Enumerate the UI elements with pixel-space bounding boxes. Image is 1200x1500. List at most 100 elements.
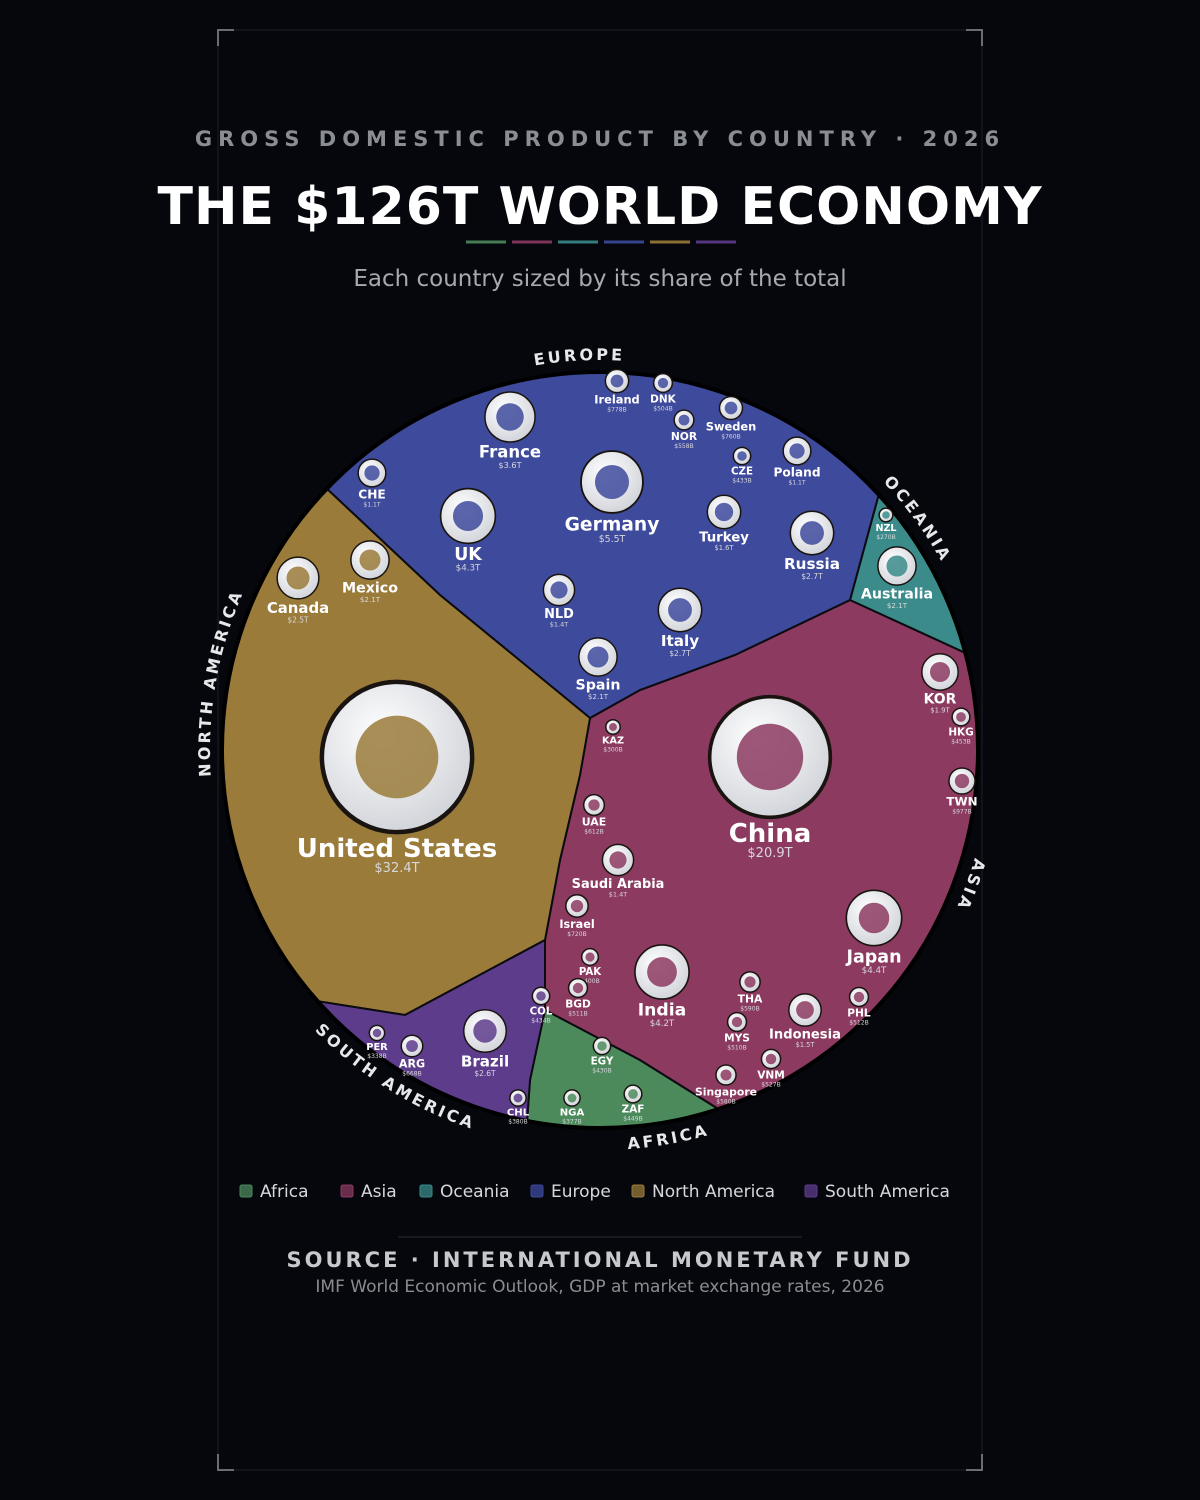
country-disc-core — [796, 1001, 814, 1019]
country-disc-core — [286, 566, 310, 590]
country-disc-core — [678, 414, 690, 426]
country-disc-core — [609, 851, 627, 869]
country-disc-core — [720, 1069, 732, 1081]
country-disc-core — [473, 1019, 497, 1043]
country-name: Spain — [576, 678, 621, 694]
country-value: $377B — [562, 1119, 581, 1126]
country-disc-core — [737, 451, 747, 461]
countries: EGY$430B ZAF$449B NGA$377B China$20.9T Japan… — [267, 368, 978, 1126]
country-value: $2.1T — [360, 595, 381, 604]
country-disc-core — [567, 1093, 577, 1103]
country-value: $2.5T — [287, 615, 309, 624]
country-disc-core — [587, 646, 609, 668]
legend-label: Oceania — [440, 1182, 510, 1202]
country-value: $32.4T — [374, 861, 419, 876]
country-disc-core — [853, 991, 865, 1003]
legend-swatch — [631, 1184, 645, 1198]
country-value: $2.7T — [669, 649, 691, 658]
country-name: CHL — [507, 1108, 530, 1119]
country-disc-core — [585, 952, 595, 962]
country-name: India — [638, 1000, 686, 1020]
country-name: EGY — [591, 1055, 614, 1067]
country-name: Brazil — [461, 1053, 509, 1071]
legend-label: Asia — [361, 1182, 397, 1202]
country-disc-core — [572, 982, 584, 994]
country-disc-core — [628, 1089, 638, 1099]
country-name: NOR — [671, 430, 698, 443]
country-name: France — [479, 443, 541, 462]
country-value: $453B — [951, 739, 970, 746]
region-label: EUROPE — [532, 345, 625, 369]
country-value: $778B — [607, 406, 626, 413]
country-value: $558B — [674, 443, 693, 450]
region-label-path: EUROPE — [532, 345, 622, 369]
country-name: Sweden — [706, 419, 756, 433]
country-name: ARG — [399, 1057, 425, 1070]
country-disc-core — [731, 1016, 743, 1028]
country-name: VNM — [757, 1070, 785, 1082]
country-disc-core — [724, 401, 738, 415]
country-name: NZL — [875, 523, 896, 534]
kicker: GROSS DOMESTIC PRODUCT BY COUNTRY · 2026 — [195, 127, 1005, 151]
country-name: Israel — [559, 918, 594, 931]
country-name: United States — [297, 834, 498, 864]
country-disc-core — [609, 723, 617, 731]
country-name: Saudi Arabia — [572, 877, 665, 892]
country-value: $720B — [567, 931, 586, 938]
country-name: Poland — [773, 465, 820, 479]
country-value: $668B — [402, 1070, 421, 1077]
country-disc-core — [954, 773, 970, 789]
country-value: $300B — [603, 746, 622, 753]
legend-label: Europe — [551, 1182, 611, 1202]
country-value: $977B — [952, 808, 971, 815]
country-name: CHE — [358, 487, 385, 501]
country-disc-core — [765, 1053, 777, 1065]
country-name: UAE — [582, 816, 606, 829]
country-name: Russia — [784, 555, 840, 573]
country-value: $338B — [367, 1053, 386, 1060]
source-note: IMF World Economic Outlook, GDP at marke… — [315, 1277, 884, 1297]
country-name: Singapore — [695, 1085, 757, 1098]
country-name: ZAF — [622, 1104, 645, 1116]
country-disc-core — [956, 712, 966, 722]
country-value: $1.1T — [363, 502, 381, 509]
country-name: NLD — [544, 607, 574, 622]
country-name: HKG — [948, 727, 973, 739]
country-value: $580B — [716, 1098, 735, 1105]
legend-swatch — [530, 1184, 544, 1198]
country-name: DNK — [650, 393, 677, 405]
country-disc-core — [744, 976, 756, 988]
legend-swatch — [239, 1184, 253, 1198]
country-value: $512B — [849, 1019, 868, 1026]
country-name: PHL — [847, 1007, 871, 1019]
country-name: COL — [530, 1005, 553, 1017]
country-name: MYS — [724, 1032, 750, 1044]
country-disc-core — [610, 374, 624, 388]
legend-swatch — [340, 1184, 354, 1198]
country-value: $4.3T — [456, 564, 481, 574]
country-name: China — [729, 819, 812, 849]
country-disc-core — [588, 799, 600, 811]
country-value: $434B — [531, 1017, 550, 1024]
country-disc-core — [570, 899, 584, 913]
country-value: $430B — [592, 1067, 611, 1074]
country-name: KAZ — [602, 735, 624, 746]
country-disc-core — [406, 1040, 418, 1052]
country-value: $590B — [740, 1005, 759, 1012]
country-disc-core — [647, 957, 677, 987]
country-name: KOR — [924, 691, 957, 707]
country-disc-core — [597, 1041, 607, 1051]
country-name: PAK — [579, 967, 602, 978]
country-disc-core — [858, 902, 890, 934]
subtitle: Each country sized by its share of the t… — [353, 266, 846, 292]
country-value: $433B — [732, 477, 751, 484]
legend-swatch — [804, 1184, 818, 1198]
country-value: $2.1T — [887, 601, 908, 610]
country-value: $20.9T — [747, 846, 792, 861]
country-disc-core — [714, 502, 734, 522]
country-disc-core — [594, 464, 630, 500]
country-disc-core — [886, 555, 908, 577]
country-name: Canada — [267, 599, 329, 617]
country-disc-core — [789, 443, 805, 459]
country-name: NGA — [560, 1108, 585, 1119]
